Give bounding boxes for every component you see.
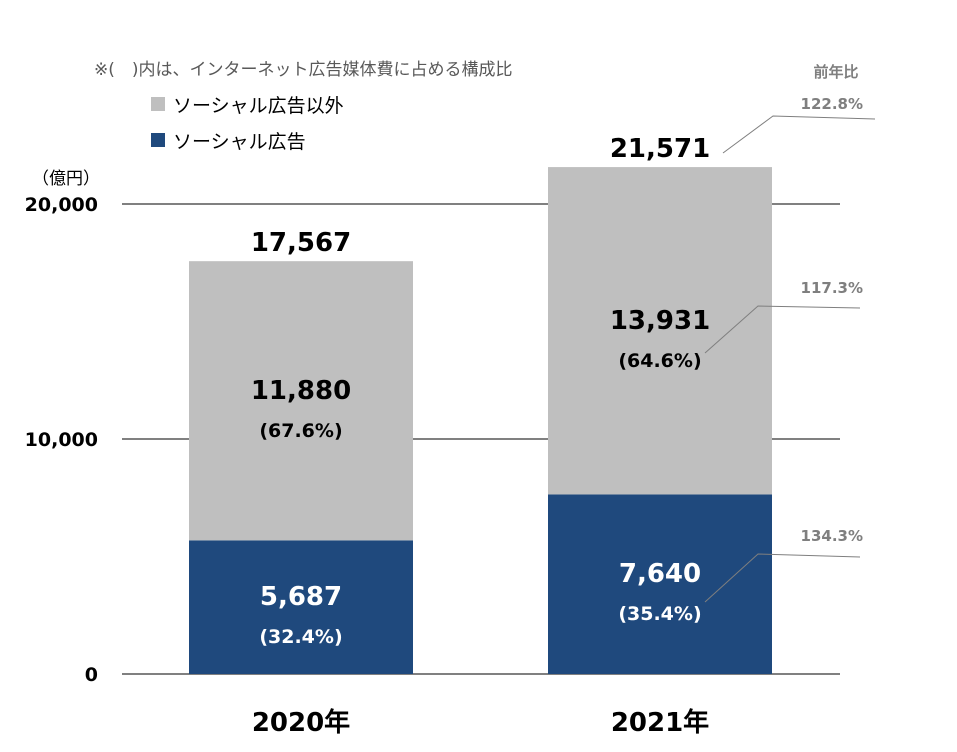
y-tick-label: 20,000 (25, 194, 98, 216)
yoy-annotations: 122.8% 117.3% 134.3% (704, 95, 876, 603)
yoy-label: 117.3% (801, 279, 863, 297)
yoy-label: 122.8% (801, 95, 863, 113)
footnote: ※( )内は、インターネット広告媒体費に占める構成比 (94, 60, 513, 80)
x-category-label: 2020年 (252, 707, 350, 738)
bar-segment (189, 540, 413, 674)
segment-share-label: (35.4%) (618, 603, 701, 625)
legend-swatch-social (151, 133, 165, 147)
segment-value-label: 11,880 (251, 376, 351, 406)
yoy-leader-line (704, 305, 861, 354)
total-label: 17,567 (251, 228, 351, 258)
bar-segment (548, 494, 772, 674)
segment-share-label: (32.4%) (259, 626, 342, 648)
y-unit-label: （億円） (32, 169, 100, 189)
segment-share-label: (64.6%) (618, 350, 701, 372)
yoy-leader-line (704, 553, 861, 603)
segment-value-label: 13,931 (610, 306, 710, 336)
segment-value-label: 5,687 (260, 582, 342, 612)
legend-swatch-other (151, 97, 165, 111)
bars (189, 167, 772, 674)
total-label: 21,571 (610, 134, 710, 164)
yoy-leader-line (722, 115, 876, 154)
segment-value-label: 7,640 (619, 559, 701, 589)
legend-label-other: ソーシャル広告以外 (173, 95, 344, 117)
bar-segment (189, 261, 413, 541)
x-category-label: 2021年 (611, 707, 709, 738)
y-tick-label: 10,000 (25, 429, 98, 451)
segment-share-label: (67.6%) (259, 420, 342, 442)
legend-label-social: ソーシャル広告 (173, 131, 306, 153)
data-labels: 5,687 (32.4%) 11,880 (67.6%) 17,567 2020年 7,64… (251, 134, 710, 738)
y-tick-label: 0 (85, 664, 98, 686)
yoy-title: 前年比 (813, 63, 858, 81)
yoy-label: 134.3% (801, 527, 863, 545)
bar-segment (548, 167, 772, 495)
